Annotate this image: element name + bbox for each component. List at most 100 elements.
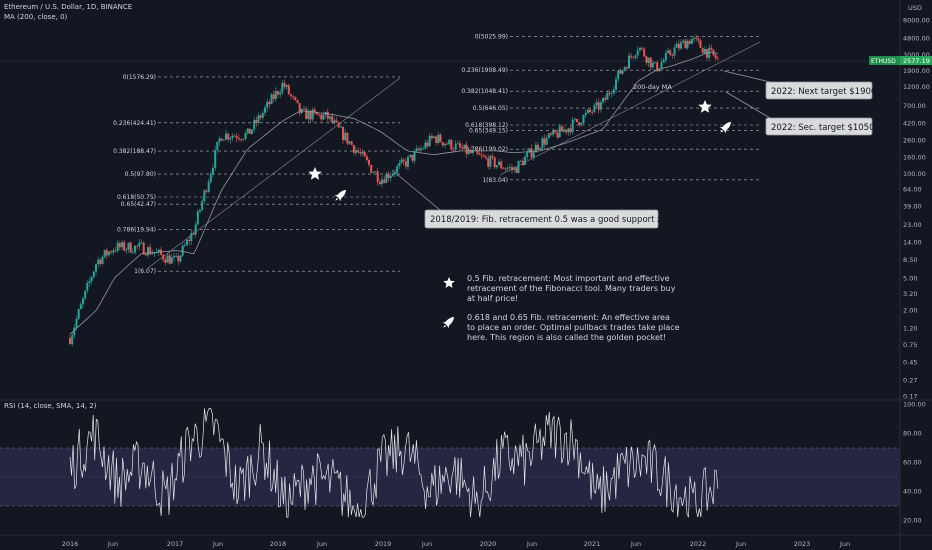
candle-body <box>125 249 128 251</box>
candle-body <box>402 159 405 162</box>
candle-body <box>318 114 321 116</box>
fib-level-label: 0.618(50.75) <box>117 194 156 201</box>
fib-level-label: 0.786(199.02) <box>465 146 508 153</box>
candle-body <box>615 79 617 90</box>
candle-body <box>517 160 520 173</box>
candle-body <box>266 101 269 108</box>
candle-body <box>196 211 199 225</box>
candle-body <box>335 120 338 123</box>
candle-body <box>134 245 136 253</box>
candle-body <box>558 126 561 138</box>
candle-body <box>511 167 513 170</box>
fib-level-label: 0.786(19.94) <box>117 227 156 234</box>
candle-body <box>697 38 700 41</box>
candle-body <box>370 164 373 173</box>
candle-body <box>199 209 201 212</box>
rocket-icon <box>334 190 346 202</box>
price-tick-label: 8.50 <box>903 256 917 264</box>
candle-body <box>610 93 613 94</box>
price-tick-label: 1900.00 <box>903 67 930 75</box>
candle-body <box>420 148 422 151</box>
candle-body <box>86 283 89 291</box>
fib-level-label: 0.618(398.12) <box>465 122 508 129</box>
candle-body <box>524 156 526 165</box>
candle-body <box>556 132 559 138</box>
candle-body <box>578 122 581 126</box>
candle-body <box>502 168 505 169</box>
candle-body <box>190 233 193 241</box>
candle-body <box>567 128 570 133</box>
price-tick-label: 420.00 <box>903 120 926 128</box>
candle-body <box>673 47 676 56</box>
candle-body <box>201 201 204 210</box>
fib-level-label: 0.5(646.05) <box>473 105 508 112</box>
price-tick-label: 1200.00 <box>903 83 930 91</box>
candle-body <box>459 143 461 148</box>
trendline-2018 <box>147 77 401 269</box>
candle-body <box>586 109 589 113</box>
candle-body <box>491 155 494 158</box>
candle-body <box>188 239 191 241</box>
candle-body <box>246 128 249 134</box>
candle-body <box>227 133 230 140</box>
price-tick-label: 260.00 <box>903 136 926 144</box>
price-tick-label: 23.00 <box>903 221 922 229</box>
candle-body <box>82 298 84 305</box>
candle-body <box>552 129 555 135</box>
candle-body <box>116 243 119 251</box>
ma-annotation: 200-day MA <box>633 83 672 91</box>
callout-target-2: 2022: Sec. target $1050? <box>725 91 879 136</box>
candle-body <box>235 136 238 139</box>
candle-body <box>313 109 316 112</box>
candle-body <box>686 40 689 49</box>
candle-body <box>493 157 496 168</box>
candle-body <box>101 256 104 264</box>
candle-body <box>404 161 407 167</box>
candle-body <box>218 138 221 142</box>
candle-body <box>359 152 362 154</box>
candle-body <box>131 252 134 254</box>
candle-body <box>534 144 537 153</box>
candle-body <box>177 255 180 262</box>
candle-body <box>272 94 275 99</box>
candle-body <box>508 167 511 168</box>
candle-body <box>576 118 578 122</box>
candle-body <box>92 271 95 278</box>
candle-body <box>296 99 299 103</box>
candle-body <box>142 242 145 255</box>
candle-body <box>465 144 468 154</box>
candle-body <box>638 47 641 51</box>
candle-body <box>378 182 381 185</box>
candle-body <box>248 128 251 134</box>
candle-body <box>608 92 611 94</box>
candle-body <box>290 94 292 97</box>
candle-body <box>461 147 464 149</box>
candle-body <box>112 250 115 253</box>
candle-body <box>173 255 175 258</box>
candle-body <box>194 224 197 235</box>
callout-2018: 2018/2019: Fib. retracement 0.5 was a go… <box>391 169 681 229</box>
candle-body <box>664 52 667 61</box>
fib-level-label: 1(6.07) <box>134 268 156 275</box>
candle-body <box>214 150 217 169</box>
rsi-tick-label: 20.00 <box>903 517 922 525</box>
candle-body <box>417 148 420 151</box>
candle-body <box>251 129 253 134</box>
ma-200-line <box>69 52 718 335</box>
callout-target-1: 2022: Next target $1900? <box>723 70 881 100</box>
candle-body <box>381 179 383 184</box>
candle-body <box>647 57 650 63</box>
candle-body <box>407 157 409 167</box>
candle-body <box>660 62 663 69</box>
candle-body <box>589 109 591 112</box>
candle-body <box>238 138 240 140</box>
candle-body <box>400 159 403 163</box>
time-axis: 2016 Jun 2017 Jun 2018 Jun 2019 Jun 2020 Jun 2021 J… <box>62 540 850 548</box>
candle-body <box>389 175 392 179</box>
rsi-tick-label: 60.00 <box>903 459 922 467</box>
price-tick-label: 0.45 <box>903 359 917 367</box>
candle-body <box>203 190 206 202</box>
time-tick-label: 2019 <box>375 540 392 548</box>
candle-body <box>699 40 702 48</box>
